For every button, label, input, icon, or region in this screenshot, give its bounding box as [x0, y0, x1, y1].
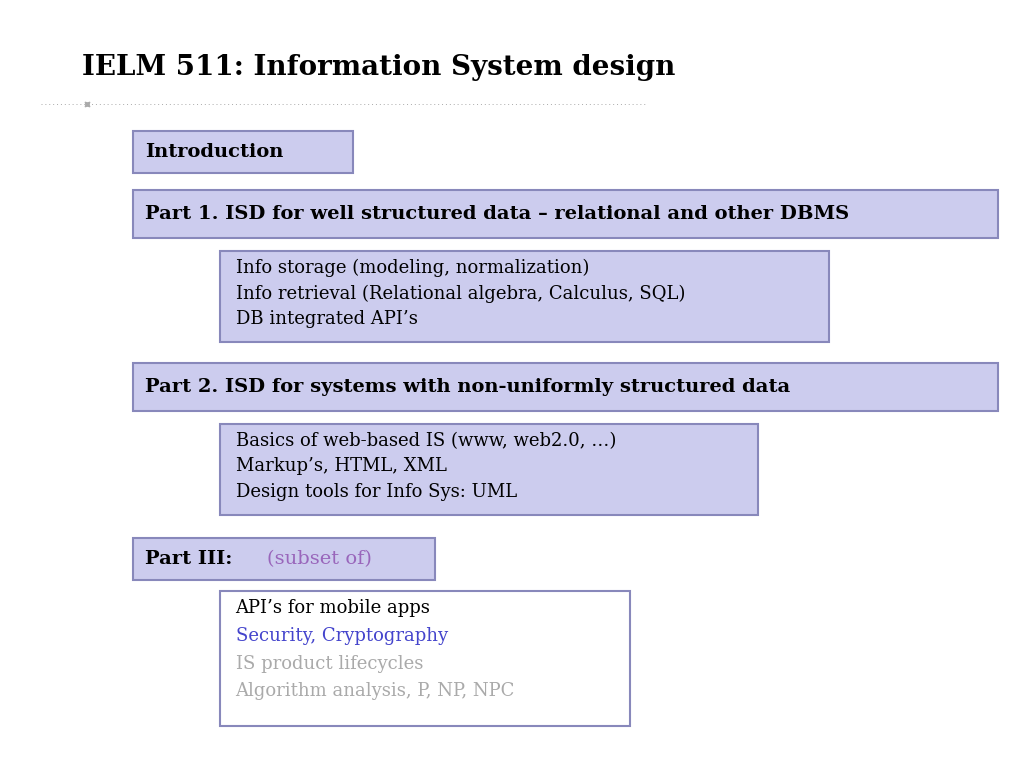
Text: DB integrated API’s: DB integrated API’s — [236, 310, 418, 328]
Text: API’s for mobile apps: API’s for mobile apps — [236, 599, 430, 617]
Text: Part 1. ISD for well structured data – relational and other DBMS: Part 1. ISD for well structured data – r… — [145, 205, 850, 223]
Text: Algorithm analysis, P, NP, NPC: Algorithm analysis, P, NP, NPC — [236, 682, 515, 700]
FancyBboxPatch shape — [133, 363, 998, 411]
Text: Info storage (modeling, normalization): Info storage (modeling, normalization) — [236, 259, 589, 277]
Text: Introduction: Introduction — [145, 143, 284, 161]
FancyBboxPatch shape — [133, 190, 998, 238]
Text: Basics of web-based IS (www, web2.0, …): Basics of web-based IS (www, web2.0, …) — [236, 432, 615, 450]
Text: IELM 511: Information System design: IELM 511: Information System design — [82, 54, 675, 81]
Text: Info retrieval (Relational algebra, Calculus, SQL): Info retrieval (Relational algebra, Calc… — [236, 284, 685, 303]
Text: Security, Cryptography: Security, Cryptography — [236, 627, 447, 645]
FancyBboxPatch shape — [220, 591, 630, 726]
FancyBboxPatch shape — [133, 538, 435, 580]
FancyBboxPatch shape — [220, 251, 829, 342]
FancyBboxPatch shape — [220, 424, 758, 515]
Text: Markup’s, HTML, XML: Markup’s, HTML, XML — [236, 457, 446, 475]
FancyBboxPatch shape — [133, 131, 353, 173]
Text: Part III:: Part III: — [145, 550, 240, 568]
Text: IS product lifecycles: IS product lifecycles — [236, 654, 423, 673]
Text: (subset of): (subset of) — [267, 550, 372, 568]
Text: Part 2. ISD for systems with non-uniformly structured data: Part 2. ISD for systems with non-uniform… — [145, 378, 791, 396]
Text: Design tools for Info Sys: UML: Design tools for Info Sys: UML — [236, 482, 517, 501]
